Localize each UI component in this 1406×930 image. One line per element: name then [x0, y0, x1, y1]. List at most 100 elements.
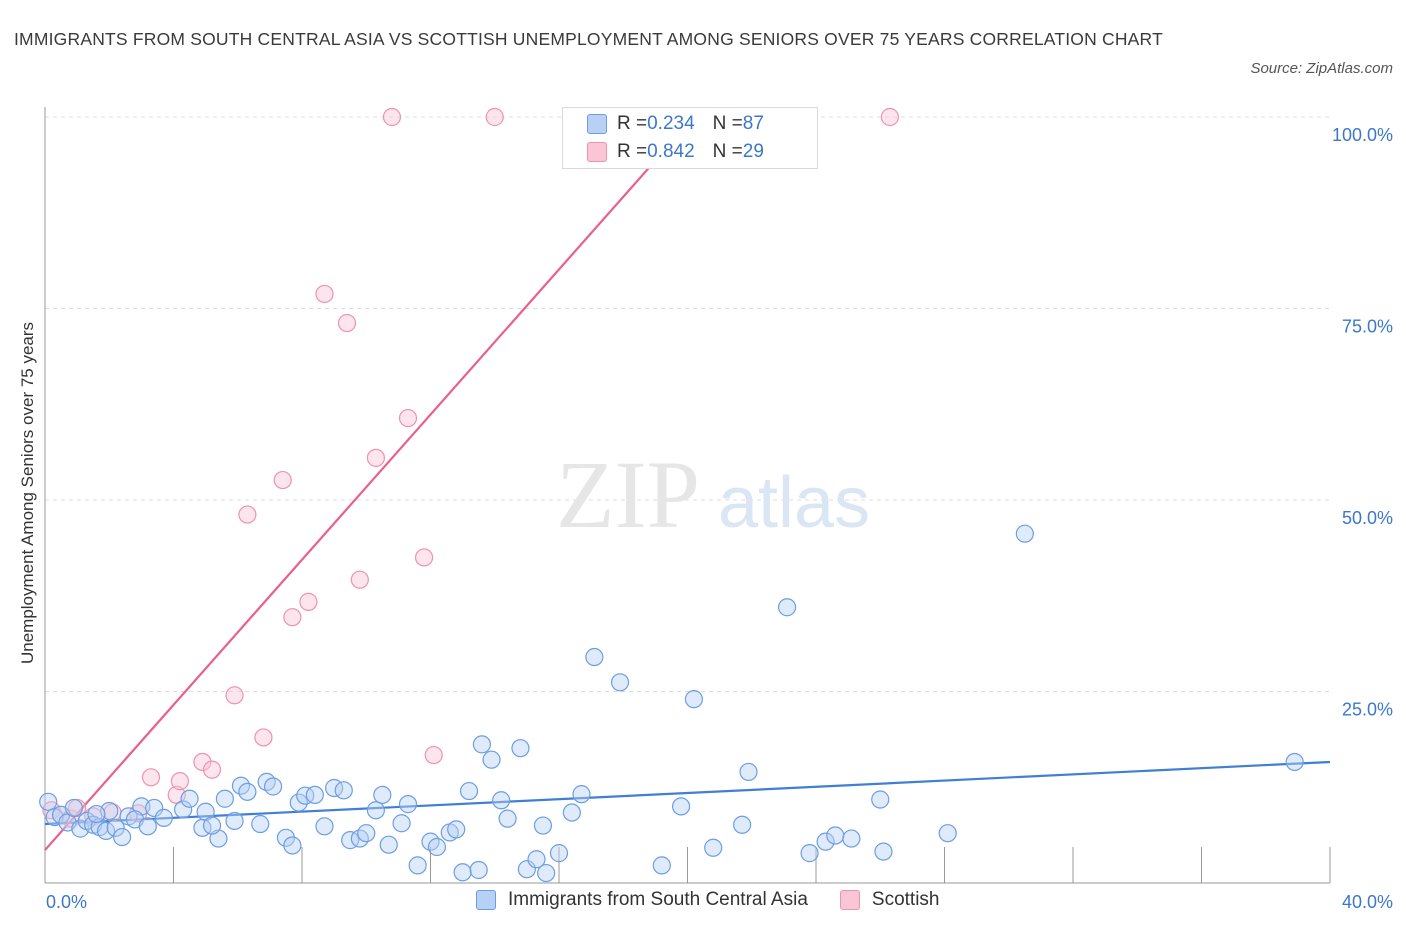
point-immigrants	[251, 814, 270, 834]
data-points	[39, 107, 1304, 883]
trend-line-scottish	[44, 116, 695, 851]
point-immigrants	[1015, 524, 1034, 543]
legend-r-value: 0.234	[647, 113, 695, 134]
point-scottish	[414, 548, 434, 567]
source-credit: Source: ZipAtlas.com	[1250, 60, 1393, 77]
legend-swatch-pink	[587, 142, 607, 162]
point-immigrants	[549, 844, 569, 863]
series-legend-label: Scottish	[871, 889, 940, 910]
point-immigrants	[357, 824, 376, 843]
point-immigrants	[315, 817, 334, 836]
point-immigrants	[87, 804, 106, 824]
point-immigrants	[453, 863, 472, 882]
point-scottish	[485, 107, 504, 127]
point-immigrants	[334, 781, 353, 800]
point-immigrants	[777, 598, 797, 617]
legend-n-value: 87	[742, 113, 764, 134]
point-scottish	[382, 107, 402, 127]
point-immigrants	[562, 803, 581, 822]
point-immigrants	[225, 811, 244, 831]
point-immigrants	[202, 816, 222, 835]
series-legend-scottish: Scottish	[839, 889, 940, 911]
point-immigrants	[447, 820, 466, 839]
point-immigrants	[154, 808, 173, 827]
watermark: ZIP atlas	[556, 441, 870, 548]
legend-r-value: 0.842	[647, 141, 695, 162]
point-immigrants	[408, 856, 427, 875]
point-scottish	[337, 313, 357, 333]
point-immigrants	[174, 800, 193, 819]
point-immigrants	[459, 781, 479, 801]
axes	[44, 107, 1331, 884]
point-immigrants	[527, 850, 546, 869]
point-immigrants	[842, 829, 861, 848]
point-scottish	[424, 745, 443, 765]
point-immigrants	[296, 786, 315, 805]
point-immigrants	[800, 844, 819, 863]
point-immigrants	[498, 809, 517, 828]
point-immigrants	[874, 842, 893, 861]
point-immigrants	[112, 827, 132, 847]
point-scottish	[366, 448, 385, 467]
point-immigrants	[392, 814, 411, 833]
series-legend-immigrants: Immigrants from South Central Asia	[476, 889, 808, 911]
point-immigrants	[283, 836, 302, 855]
chart-title: IMMIGRANTS FROM SOUTH CENTRAL ASIA VS SC…	[14, 29, 1163, 49]
point-immigrants	[684, 690, 704, 709]
point-immigrants	[671, 797, 691, 816]
watermark-zip: ZIP	[556, 441, 700, 548]
legend-r-label: R =	[617, 141, 648, 162]
point-scottish	[238, 505, 257, 524]
point-immigrants	[517, 860, 536, 879]
point-immigrants	[739, 762, 758, 782]
gridlines	[45, 116, 1330, 692]
point-immigrants	[379, 835, 398, 854]
x-tick-label: 40.0%	[1342, 892, 1393, 912]
point-scottish	[225, 686, 244, 705]
point-immigrants	[145, 798, 164, 818]
stats-legend: R = 0.234 N = 87 R = 0.842 N = 29	[562, 107, 818, 169]
point-immigrants	[1285, 752, 1304, 772]
point-immigrants	[106, 818, 125, 837]
point-immigrants	[938, 824, 957, 843]
point-scottish	[273, 470, 292, 490]
point-immigrants	[427, 837, 447, 857]
point-immigrants	[373, 785, 392, 805]
point-immigrants	[511, 739, 530, 758]
point-scottish	[283, 608, 302, 627]
point-scottish	[202, 760, 222, 779]
point-immigrants	[492, 791, 511, 810]
point-immigrants	[215, 789, 234, 808]
trend-line-immigrants	[44, 760, 1331, 826]
watermark-atlas: atlas	[718, 463, 870, 543]
legend-row-scottish: R = 0.842 N = 29	[587, 140, 764, 164]
point-immigrants	[398, 795, 418, 814]
point-scottish	[141, 768, 161, 787]
series-legend: Immigrants from South Central Asia Scott…	[476, 889, 971, 911]
point-immigrants	[537, 863, 556, 883]
point-immigrants	[39, 792, 58, 811]
point-scottish	[193, 752, 212, 772]
legend-n-value: 29	[742, 141, 764, 162]
point-immigrants	[263, 777, 283, 796]
legend-n-label: N =	[712, 113, 743, 134]
y-tick-label: 100.0%	[1332, 125, 1393, 145]
point-immigrants	[238, 782, 257, 801]
y-tick-label: 50.0%	[1342, 508, 1393, 528]
series-swatch-blue	[476, 890, 496, 910]
point-scottish	[398, 408, 418, 428]
point-immigrants	[257, 772, 276, 791]
x-tick-label: 0.0%	[46, 892, 87, 912]
point-immigrants	[138, 817, 157, 836]
point-immigrants	[585, 647, 604, 667]
point-immigrants	[305, 785, 324, 805]
point-immigrants	[366, 801, 385, 820]
tick-labels: 25.0% 50.0% 75.0% 100.0% 0.0% 40.0%	[46, 125, 1393, 912]
point-immigrants	[180, 789, 199, 808]
y-tick-label: 25.0%	[1342, 700, 1393, 720]
trend-lines	[44, 116, 1331, 851]
y-axis-label: Unemployment Among Seniors over 75 years	[18, 321, 37, 665]
point-immigrants	[572, 785, 591, 804]
point-immigrants	[533, 816, 553, 835]
